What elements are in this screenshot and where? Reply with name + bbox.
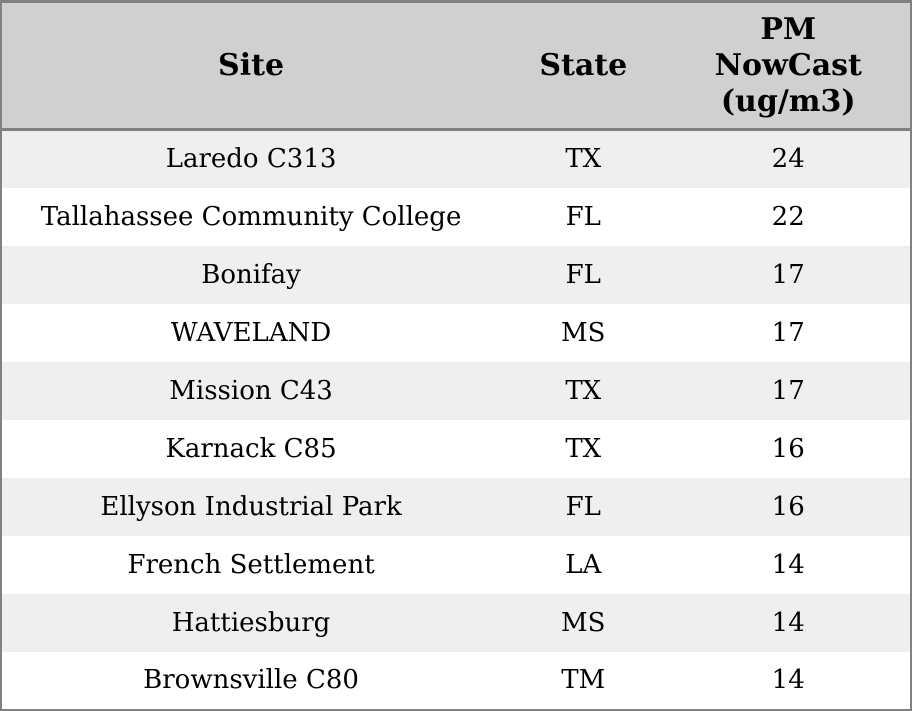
table-body: Laredo C313 TX 24 Tallahassee Community Col… (1, 129, 911, 710)
site-cell: Brownsville C80 (1, 651, 501, 710)
state-cell: TX (500, 361, 667, 420)
pm-nowcast-cell: 14 (666, 535, 911, 594)
pm-nowcast-cell: 14 (666, 651, 911, 710)
state-cell: MS (500, 303, 667, 362)
site-cell: WAVELAND (1, 303, 501, 362)
state-cell: TX (500, 129, 667, 188)
site-cell: Tallahassee Community College (1, 187, 501, 246)
site-cell: Bonifay (1, 245, 501, 304)
table-row: Ellyson Industrial Park FL 16 (1, 477, 911, 536)
pm-nowcast-cell: 17 (666, 303, 911, 362)
table-row: Tallahassee Community College FL 22 (1, 187, 911, 246)
pm-nowcast-cell: 16 (666, 419, 911, 478)
pm-nowcast-cell: 17 (666, 361, 911, 420)
state-cell: TM (500, 651, 667, 710)
table-row: Karnack C85 TX 16 (1, 419, 911, 478)
pm-nowcast-cell: 17 (666, 245, 911, 304)
state-cell: MS (500, 593, 667, 652)
site-cell: Laredo C313 (1, 129, 501, 188)
table-row: Bonifay FL 17 (1, 245, 911, 304)
table-row: Laredo C313 TX 24 (1, 129, 911, 188)
header-state: State (500, 1, 667, 131)
site-cell: Mission C43 (1, 361, 501, 420)
site-cell: Hattiesburg (1, 593, 501, 652)
table-row: WAVELAND MS 17 (1, 303, 911, 362)
site-cell: French Settlement (1, 535, 501, 594)
table-header: Site State PM NowCast (ug/m3) (1, 1, 911, 131)
state-cell: LA (500, 535, 667, 594)
pm-nowcast-cell: 14 (666, 593, 911, 652)
state-cell: TX (500, 419, 667, 478)
header-row: Site State PM NowCast (ug/m3) (1, 1, 911, 131)
table-row: French Settlement LA 14 (1, 535, 911, 594)
site-cell: Ellyson Industrial Park (1, 477, 501, 536)
state-cell: FL (500, 477, 667, 536)
pm-nowcast-cell: 24 (666, 129, 911, 188)
pm-nowcast-cell: 22 (666, 187, 911, 246)
state-cell: FL (500, 245, 667, 304)
header-site: Site (1, 1, 501, 131)
table-row: Brownsville C80 TM 14 (1, 651, 911, 710)
header-pm-nowcast: PM NowCast (ug/m3) (666, 1, 911, 131)
pm-nowcast-cell: 16 (666, 477, 911, 536)
site-cell: Karnack C85 (1, 419, 501, 478)
table-row: Mission C43 TX 17 (1, 361, 911, 420)
state-cell: FL (500, 187, 667, 246)
table-row: Hattiesburg MS 14 (1, 593, 911, 652)
